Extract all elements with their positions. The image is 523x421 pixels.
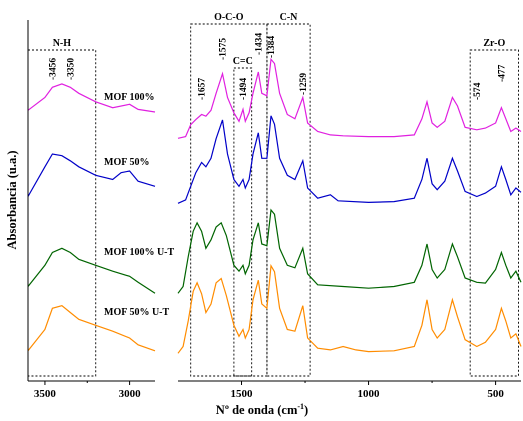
- region-label-c-c: C=C: [233, 56, 253, 67]
- x-axis-title-close: ): [304, 403, 308, 417]
- region-label-n-h: N-H: [53, 38, 72, 49]
- peak-label-3350: -3350: [66, 58, 76, 80]
- region-label-zr-o: Zr-O: [483, 38, 505, 49]
- region-box-c-n: [266, 23, 311, 377]
- series-mof-100-u-t-low: [27, 247, 156, 294]
- region-box-o-c-o: [190, 23, 268, 377]
- x-tick-label-1500: 1500: [231, 388, 254, 400]
- peak-label-1384: -1384: [267, 36, 277, 58]
- peak-label-3456: -3456: [48, 58, 58, 80]
- series-mof-100-u-t-high: [177, 208, 522, 294]
- x-tick-label-3500: 3500: [34, 388, 57, 400]
- peak-label-1259: -1259: [299, 73, 309, 95]
- region-box-n-h: [27, 49, 97, 377]
- annotations: MOF 100% MOF 50% MOF 100% U-T MOF 50% U-T N-…: [48, 12, 507, 318]
- y-axis-title: Absorbancia (u.a.): [5, 151, 19, 250]
- series-label-mof-50: MOF 50%: [104, 157, 149, 168]
- peak-label-1494: -1494: [239, 78, 249, 100]
- x-tick-label-3000: 3000: [119, 388, 142, 400]
- x-axis-title-sup: -1: [297, 402, 304, 411]
- series-mof-50-u-t-low: [27, 305, 156, 352]
- peak-label-1434: -1434: [254, 33, 264, 55]
- series-mof-50-low: [27, 153, 156, 197]
- region-box-zr-o: [469, 49, 519, 377]
- spectra-series: [27, 57, 522, 354]
- region-box-c-c: [233, 67, 253, 377]
- x-axis-title-main: Nº de onda (cm: [216, 403, 298, 417]
- x-axis-title: Nº de onda (cm-1): [216, 402, 308, 417]
- peak-label-1657: -1657: [198, 78, 208, 100]
- series-label-mof-100: MOF 100%: [104, 92, 154, 103]
- series-mof-50-high: [177, 115, 522, 204]
- peak-label-574: -574: [473, 82, 483, 100]
- peak-label-1575: -1575: [219, 38, 229, 60]
- x-ticks: 3500 3000 1500 1000 500: [34, 381, 504, 400]
- region-label-o-c-o: O-C-O: [214, 12, 244, 23]
- series-label-mof-50-u-t: MOF 50% U-T: [104, 307, 170, 318]
- series-mof-100-high: [177, 57, 522, 139]
- series-label-mof-100-u-t: MOF 100% U-T: [104, 247, 175, 258]
- series-mof-100-low: [27, 83, 156, 113]
- series-mof-50-u-t-high: [177, 263, 522, 354]
- region-label-c-n: C-N: [280, 12, 299, 23]
- x-tick-label-500: 500: [487, 388, 504, 400]
- region-boxes: [27, 23, 519, 377]
- axes: [27, 20, 521, 382]
- peak-label-477: -477: [497, 64, 507, 82]
- x-tick-label-1000: 1000: [358, 388, 381, 400]
